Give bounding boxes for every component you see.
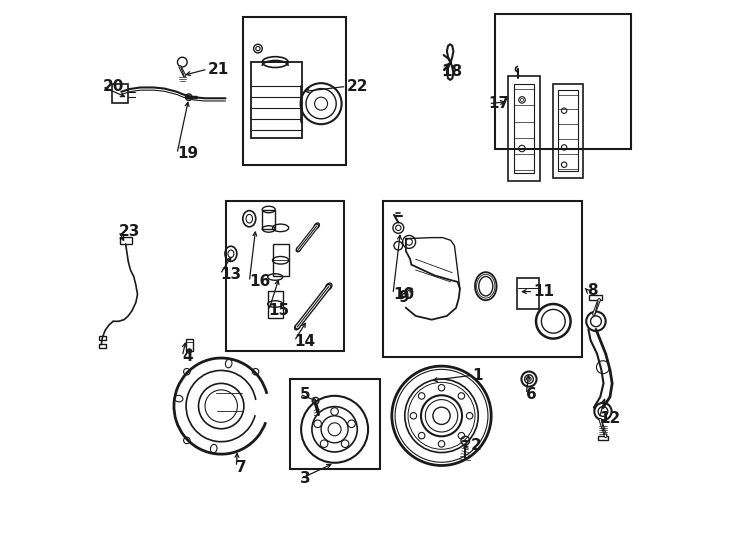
Text: 1: 1 (472, 368, 483, 383)
Text: 20: 20 (103, 79, 124, 94)
Text: 6: 6 (526, 387, 537, 402)
Bar (589, 295, 603, 300)
Bar (495, 14, 631, 148)
Text: 13: 13 (220, 267, 241, 282)
Text: 16: 16 (250, 274, 271, 289)
Text: 5: 5 (299, 387, 310, 402)
Bar (290, 379, 380, 469)
Text: 23: 23 (119, 224, 140, 239)
Text: 15: 15 (269, 303, 290, 318)
Bar (383, 201, 582, 357)
Text: 7: 7 (236, 460, 247, 475)
Bar (262, 210, 275, 229)
Text: 8: 8 (587, 283, 598, 298)
Text: 4: 4 (182, 349, 193, 364)
Bar (225, 201, 344, 351)
Text: 21: 21 (208, 62, 229, 77)
Text: 9: 9 (399, 289, 409, 305)
Text: 17: 17 (489, 96, 509, 111)
Text: 12: 12 (599, 411, 620, 426)
Text: 2: 2 (470, 438, 482, 453)
Text: 3: 3 (300, 471, 310, 487)
Text: 19: 19 (177, 146, 198, 161)
Bar (272, 244, 288, 276)
Text: 14: 14 (294, 334, 315, 349)
Bar (509, 76, 539, 181)
Text: 18: 18 (442, 64, 462, 79)
Bar (186, 339, 193, 351)
Bar (558, 90, 578, 171)
Text: 22: 22 (346, 79, 368, 94)
Bar (517, 278, 539, 309)
Bar (120, 237, 131, 244)
Bar (598, 436, 608, 440)
Text: 10: 10 (393, 287, 414, 302)
Bar (98, 344, 106, 348)
Bar (514, 84, 534, 173)
Text: 11: 11 (534, 284, 554, 299)
Bar (112, 84, 128, 103)
Bar (553, 84, 583, 178)
Bar (268, 291, 283, 318)
Bar (243, 17, 346, 165)
Bar (98, 336, 106, 340)
Bar (251, 62, 302, 138)
